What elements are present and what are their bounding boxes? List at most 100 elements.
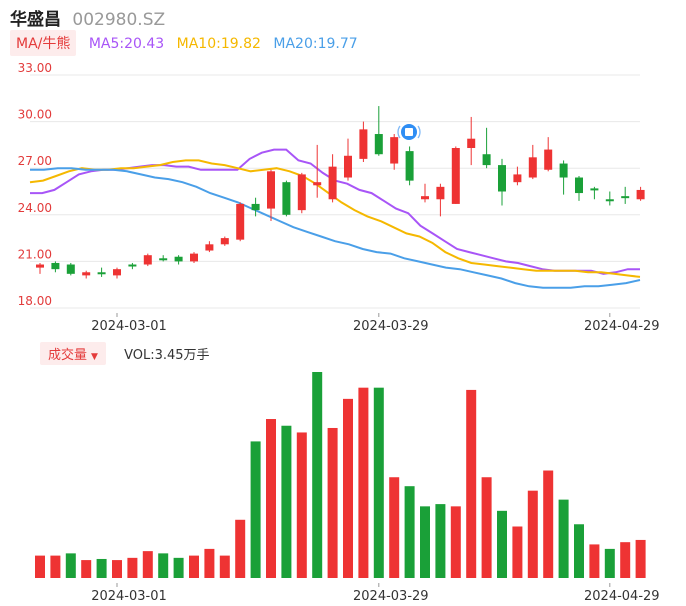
candle[interactable] bbox=[190, 252, 198, 263]
candle-body bbox=[251, 203, 260, 211]
volume-bar[interactable] bbox=[296, 432, 307, 578]
news-marker-icon[interactable] bbox=[397, 124, 421, 140]
ma-toggle-button[interactable]: MA/牛熊 bbox=[10, 30, 77, 56]
candle[interactable] bbox=[467, 116, 476, 166]
volume-bar[interactable] bbox=[373, 387, 384, 578]
volume-bar[interactable] bbox=[204, 548, 215, 578]
candle[interactable] bbox=[113, 267, 121, 279]
volume-bar[interactable] bbox=[543, 470, 554, 578]
volume-bar[interactable] bbox=[312, 372, 323, 578]
candle[interactable] bbox=[51, 261, 60, 273]
candle[interactable] bbox=[66, 262, 75, 276]
volume-bar[interactable] bbox=[327, 427, 338, 578]
volume-bar[interactable] bbox=[481, 477, 492, 578]
volume-bar[interactable] bbox=[127, 557, 138, 578]
volume-bar[interactable] bbox=[435, 504, 446, 578]
volume-bar[interactable] bbox=[389, 477, 400, 578]
candle[interactable] bbox=[205, 241, 214, 253]
volume-bar[interactable] bbox=[281, 425, 292, 578]
volume-bar[interactable] bbox=[96, 558, 107, 578]
volume-bar[interactable] bbox=[343, 398, 353, 578]
candle[interactable] bbox=[359, 121, 368, 162]
volume-toggle-button[interactable]: 成交量 ▼ bbox=[40, 342, 106, 365]
volume-bar[interactable] bbox=[635, 539, 646, 578]
candle[interactable] bbox=[575, 175, 583, 201]
volume-bar[interactable] bbox=[358, 387, 369, 578]
candle[interactable] bbox=[143, 253, 152, 267]
candle[interactable] bbox=[528, 144, 537, 180]
candle[interactable] bbox=[374, 106, 383, 156]
volume-bar[interactable] bbox=[250, 441, 261, 578]
x-tick-label: 2024-04-29 bbox=[584, 589, 660, 604]
volume-bar[interactable] bbox=[620, 542, 631, 578]
candle[interactable] bbox=[128, 262, 137, 270]
candle[interactable] bbox=[451, 146, 460, 204]
candle[interactable] bbox=[36, 262, 44, 274]
candle[interactable] bbox=[621, 186, 630, 204]
x-tick-label: 2024-03-29 bbox=[353, 589, 429, 604]
volume-bar[interactable] bbox=[142, 551, 153, 578]
candle-body bbox=[236, 203, 245, 240]
volume-bar[interactable] bbox=[466, 389, 477, 578]
volume-bar[interactable] bbox=[235, 519, 246, 578]
volume-bar[interactable] bbox=[173, 557, 184, 578]
candle[interactable] bbox=[251, 197, 260, 217]
candle-body bbox=[482, 154, 491, 166]
volume-bar[interactable] bbox=[604, 548, 615, 578]
candle[interactable] bbox=[636, 186, 645, 201]
y-tick-label: 24.00 bbox=[18, 201, 52, 215]
volume-bar[interactable] bbox=[112, 560, 122, 578]
candle[interactable] bbox=[344, 138, 352, 181]
candle[interactable] bbox=[97, 267, 106, 277]
candle[interactable] bbox=[174, 255, 183, 265]
candle[interactable] bbox=[313, 144, 322, 198]
candle-body bbox=[297, 174, 306, 211]
volume-bars bbox=[35, 372, 646, 578]
candle[interactable] bbox=[436, 183, 445, 217]
volume-toggle-label: 成交量 bbox=[48, 348, 88, 363]
candle-body bbox=[390, 137, 399, 164]
volume-bar[interactable] bbox=[527, 490, 538, 578]
candle[interactable] bbox=[605, 191, 614, 206]
candle-body bbox=[605, 199, 614, 202]
volume-bar[interactable] bbox=[450, 506, 461, 578]
candle[interactable] bbox=[220, 236, 229, 246]
volume-bar[interactable] bbox=[512, 526, 523, 579]
volume-bar[interactable] bbox=[35, 555, 45, 578]
candle[interactable] bbox=[421, 183, 429, 203]
candle[interactable] bbox=[544, 137, 553, 172]
volume-bar[interactable] bbox=[189, 555, 199, 578]
volume-bar[interactable] bbox=[65, 553, 76, 578]
ma5-legend: MA5:20.43 bbox=[88, 36, 165, 52]
candle[interactable] bbox=[297, 172, 306, 214]
volume-bar[interactable] bbox=[81, 560, 92, 578]
candle[interactable] bbox=[590, 186, 599, 200]
volume-bar[interactable] bbox=[219, 555, 230, 578]
candle[interactable] bbox=[236, 202, 245, 242]
volume-bar[interactable] bbox=[50, 555, 61, 578]
candle[interactable] bbox=[390, 134, 399, 170]
candle[interactable] bbox=[498, 158, 506, 206]
volume-bar[interactable] bbox=[497, 510, 507, 578]
volume-date-axis: 2024-03-01 2024-03-29 2024-04-29 bbox=[91, 583, 660, 604]
candle[interactable] bbox=[328, 154, 337, 203]
candle[interactable] bbox=[513, 166, 522, 186]
volume-bar[interactable] bbox=[574, 524, 584, 578]
volume-bar[interactable] bbox=[266, 419, 276, 578]
candle[interactable] bbox=[405, 146, 414, 186]
volume-bar[interactable] bbox=[404, 486, 415, 578]
candle[interactable] bbox=[482, 127, 491, 169]
candle[interactable] bbox=[159, 255, 168, 262]
volume-bar[interactable] bbox=[558, 499, 569, 578]
candle[interactable] bbox=[82, 270, 91, 279]
x-tick-label: 2024-04-29 bbox=[584, 319, 660, 334]
candle[interactable] bbox=[559, 160, 568, 195]
volume-bar[interactable] bbox=[158, 553, 169, 578]
y-tick-label: 30.00 bbox=[18, 108, 52, 122]
volume-bar[interactable] bbox=[589, 544, 600, 578]
candle[interactable] bbox=[267, 169, 275, 222]
candle-body bbox=[374, 134, 383, 155]
candle-body bbox=[82, 272, 91, 276]
candle[interactable] bbox=[282, 180, 291, 217]
volume-bar[interactable] bbox=[420, 506, 430, 578]
